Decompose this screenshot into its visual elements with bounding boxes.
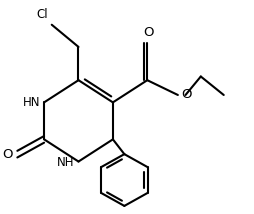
Text: HN: HN (23, 96, 40, 109)
Text: O: O (142, 26, 153, 39)
Text: O: O (181, 88, 192, 101)
Text: O: O (2, 148, 12, 161)
Text: NH: NH (57, 156, 74, 169)
Text: Cl: Cl (36, 8, 48, 21)
